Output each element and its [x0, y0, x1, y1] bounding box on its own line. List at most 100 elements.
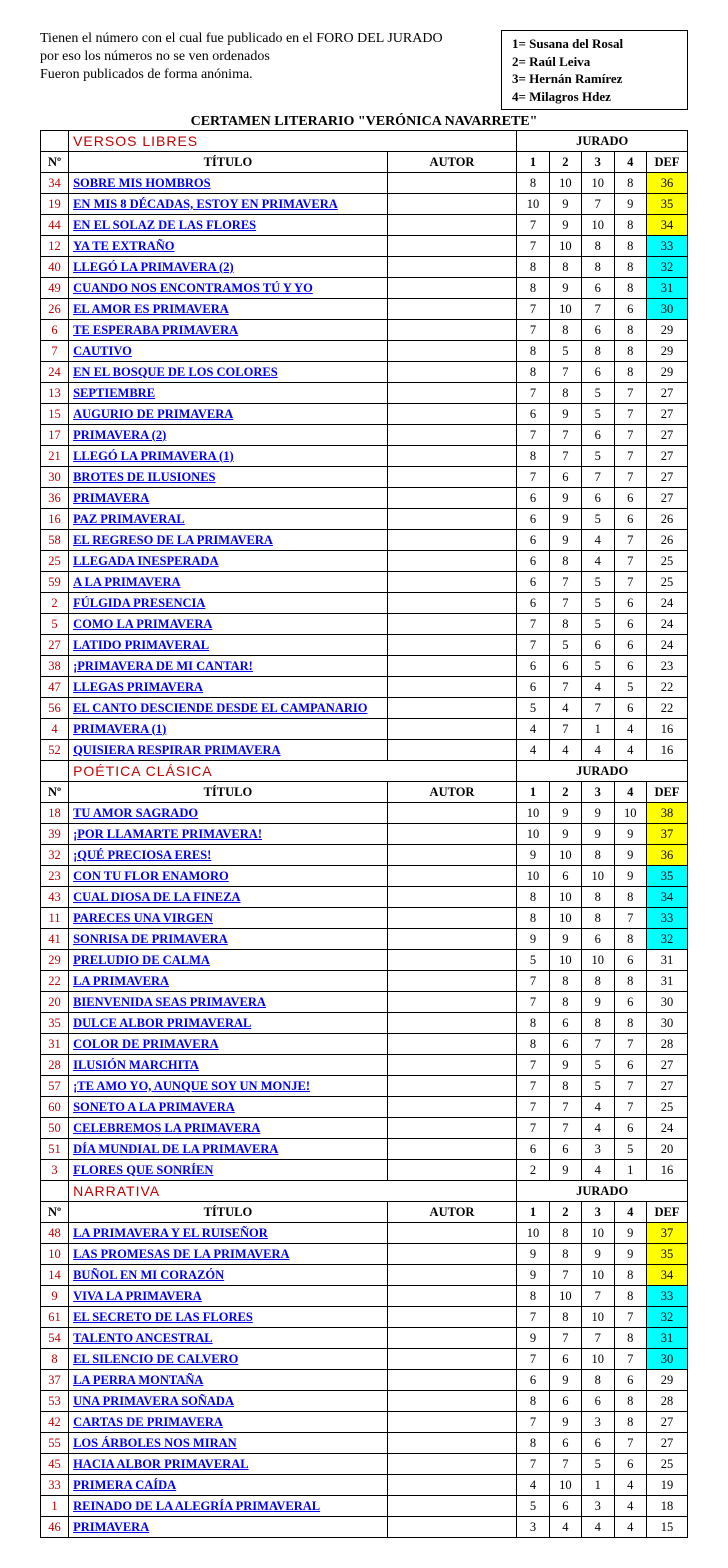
row-number: 48	[41, 1223, 69, 1244]
row-title[interactable]: LLEGÓ LA PRIMAVERA (1)	[69, 446, 388, 467]
score-4: 8	[614, 278, 646, 299]
row-title[interactable]: EN EL BOSQUE DE LOS COLORES	[69, 362, 388, 383]
results-table: VERSOS LIBRES JURADO Nº TÍTULO AUTOR 1 2…	[40, 130, 688, 1538]
score-4: 8	[614, 173, 646, 194]
row-title[interactable]: TU AMOR SAGRADO	[69, 803, 388, 824]
score-2: 7	[549, 1118, 581, 1139]
row-title[interactable]: PRIMAVERA	[69, 488, 388, 509]
row-title[interactable]: EL REGRESO DE LA PRIMAVERA	[69, 530, 388, 551]
score-def: 25	[646, 551, 687, 572]
row-title[interactable]: ¡QUÉ PRECIOSA ERES!	[69, 845, 388, 866]
row-title[interactable]: TALENTO ANCESTRAL	[69, 1328, 388, 1349]
row-title[interactable]: CAUTIVO	[69, 341, 388, 362]
score-def: 30	[646, 992, 687, 1013]
row-author	[387, 845, 517, 866]
score-4: 4	[614, 740, 646, 761]
row-title[interactable]: LLEGÓ LA PRIMAVERA (2)	[69, 257, 388, 278]
score-3: 10	[582, 1307, 614, 1328]
row-title[interactable]: SEPTIEMBRE	[69, 383, 388, 404]
row-title[interactable]: LA PERRA MONTAÑA	[69, 1370, 388, 1391]
row-title[interactable]: LAS PROMESAS DE LA PRIMAVERA	[69, 1244, 388, 1265]
row-title[interactable]: ¡TE AMO YO, AUNQUE SOY UN MONJE!	[69, 1076, 388, 1097]
row-title[interactable]: BROTES DE ILUSIONES	[69, 467, 388, 488]
score-3: 5	[582, 572, 614, 593]
row-title[interactable]: EN EL SOLAZ DE LAS FLORES	[69, 215, 388, 236]
row-title[interactable]: TE ESPERABA PRIMAVERA	[69, 320, 388, 341]
row-title[interactable]: PRIMAVERA	[69, 1517, 388, 1538]
score-def: 20	[646, 1139, 687, 1160]
row-title[interactable]: EN MIS 8 DÉCADAS, ESTOY EN PRIMAVERA	[69, 194, 388, 215]
score-4: 8	[614, 320, 646, 341]
row-author	[387, 341, 517, 362]
row-title[interactable]: PAZ PRIMAVERAL	[69, 509, 388, 530]
row-author	[387, 1328, 517, 1349]
score-4: 8	[614, 236, 646, 257]
score-2: 7	[549, 677, 581, 698]
row-number: 8	[41, 1349, 69, 1370]
row-title[interactable]: LATIDO PRIMAVERAL	[69, 635, 388, 656]
section-header: VERSOS LIBRES	[69, 131, 517, 152]
row-title[interactable]: EL SECRETO DE LAS FLORES	[69, 1307, 388, 1328]
row-title[interactable]: DÍA MUNDIAL DE LA PRIMAVERA	[69, 1139, 388, 1160]
score-3: 4	[582, 1118, 614, 1139]
row-title[interactable]: PRELUDIO DE CALMA	[69, 950, 388, 971]
row-title[interactable]: BIENVENIDA SEAS PRIMAVERA	[69, 992, 388, 1013]
row-title[interactable]: PARECES UNA VIRGEN	[69, 908, 388, 929]
row-number: 1	[41, 1496, 69, 1517]
row-title[interactable]: PRIMERA CAÍDA	[69, 1475, 388, 1496]
row-number: 26	[41, 299, 69, 320]
row-title[interactable]: SOBRE MIS HOMBROS	[69, 173, 388, 194]
row-title[interactable]: CON TU FLOR ENAMORO	[69, 866, 388, 887]
row-title[interactable]: LA PRIMAVERA Y EL RUISEÑOR	[69, 1223, 388, 1244]
row-title[interactable]: ¡PRIMAVERA DE MI CANTAR!	[69, 656, 388, 677]
row-title[interactable]: BUÑOL EN MI CORAZÓN	[69, 1265, 388, 1286]
row-title[interactable]: PRIMAVERA (2)	[69, 425, 388, 446]
col-titulo-header: TÍTULO	[69, 152, 388, 173]
row-title[interactable]: EL SILENCIO DE CALVERO	[69, 1349, 388, 1370]
row-title[interactable]: VIVA LA PRIMAVERA	[69, 1286, 388, 1307]
score-1: 6	[517, 488, 549, 509]
intro-text: Tienen el número con el cual fue publica…	[40, 30, 443, 85]
row-title[interactable]: COMO LA PRIMAVERA	[69, 614, 388, 635]
row-title[interactable]: CARTAS DE PRIMAVERA	[69, 1412, 388, 1433]
row-title[interactable]: ILUSIÓN MARCHITA	[69, 1055, 388, 1076]
row-title[interactable]: LOS ÁRBOLES NOS MIRAN	[69, 1433, 388, 1454]
row-title[interactable]: FÚLGIDA PRESENCIA	[69, 593, 388, 614]
row-title[interactable]: SONRISA DE PRIMAVERA	[69, 929, 388, 950]
row-title[interactable]: REINADO DE LA ALEGRÍA PRIMAVERAL	[69, 1496, 388, 1517]
row-title[interactable]: COLOR DE PRIMAVERA	[69, 1034, 388, 1055]
row-number: 58	[41, 530, 69, 551]
row-title[interactable]: QUISIERA RESPIRAR PRIMAVERA	[69, 740, 388, 761]
row-title[interactable]: LLEGAS PRIMAVERA	[69, 677, 388, 698]
row-number: 15	[41, 404, 69, 425]
row-title[interactable]: LA PRIMAVERA	[69, 971, 388, 992]
table-row: 23 CON TU FLOR ENAMORO 10 6 10 9 35	[41, 866, 688, 887]
row-title[interactable]: HACIA ALBOR PRIMAVERAL	[69, 1454, 388, 1475]
col-def-header: DEF	[646, 1202, 687, 1223]
score-1: 6	[517, 656, 549, 677]
table-row: 4 PRIMAVERA (1) 4 7 1 4 16	[41, 719, 688, 740]
row-title[interactable]: CUAL DIOSA DE LA FINEZA	[69, 887, 388, 908]
row-title[interactable]: YA TE EXTRAÑO	[69, 236, 388, 257]
row-title[interactable]: ¡POR LLAMARTE PRIMAVERA!	[69, 824, 388, 845]
row-title[interactable]: EL CANTO DESCIENDE DESDE EL CAMPANARIO	[69, 698, 388, 719]
row-title[interactable]: SONETO A LA PRIMAVERA	[69, 1097, 388, 1118]
row-number: 31	[41, 1034, 69, 1055]
row-title[interactable]: AUGURIO DE PRIMAVERA	[69, 404, 388, 425]
row-title[interactable]: FLORES QUE SONRÍEN	[69, 1160, 388, 1181]
row-title[interactable]: UNA PRIMAVERA SOÑADA	[69, 1391, 388, 1412]
score-1: 4	[517, 719, 549, 740]
col-4-header: 4	[614, 1202, 646, 1223]
row-title[interactable]: CUANDO NOS ENCONTRAMOS TÚ Y YO	[69, 278, 388, 299]
score-1: 8	[517, 278, 549, 299]
row-number: 3	[41, 1160, 69, 1181]
row-title[interactable]: CELEBREMOS LA PRIMAVERA	[69, 1118, 388, 1139]
row-title[interactable]: PRIMAVERA (1)	[69, 719, 388, 740]
row-title[interactable]: DULCE ALBOR PRIMAVERAL	[69, 1013, 388, 1034]
row-title[interactable]: EL AMOR ES PRIMAVERA	[69, 299, 388, 320]
row-number: 6	[41, 320, 69, 341]
row-title[interactable]: LLEGADA INESPERADA	[69, 551, 388, 572]
row-author	[387, 614, 517, 635]
row-title[interactable]: A LA PRIMAVERA	[69, 572, 388, 593]
table-row: 3 FLORES QUE SONRÍEN 2 9 4 1 16	[41, 1160, 688, 1181]
